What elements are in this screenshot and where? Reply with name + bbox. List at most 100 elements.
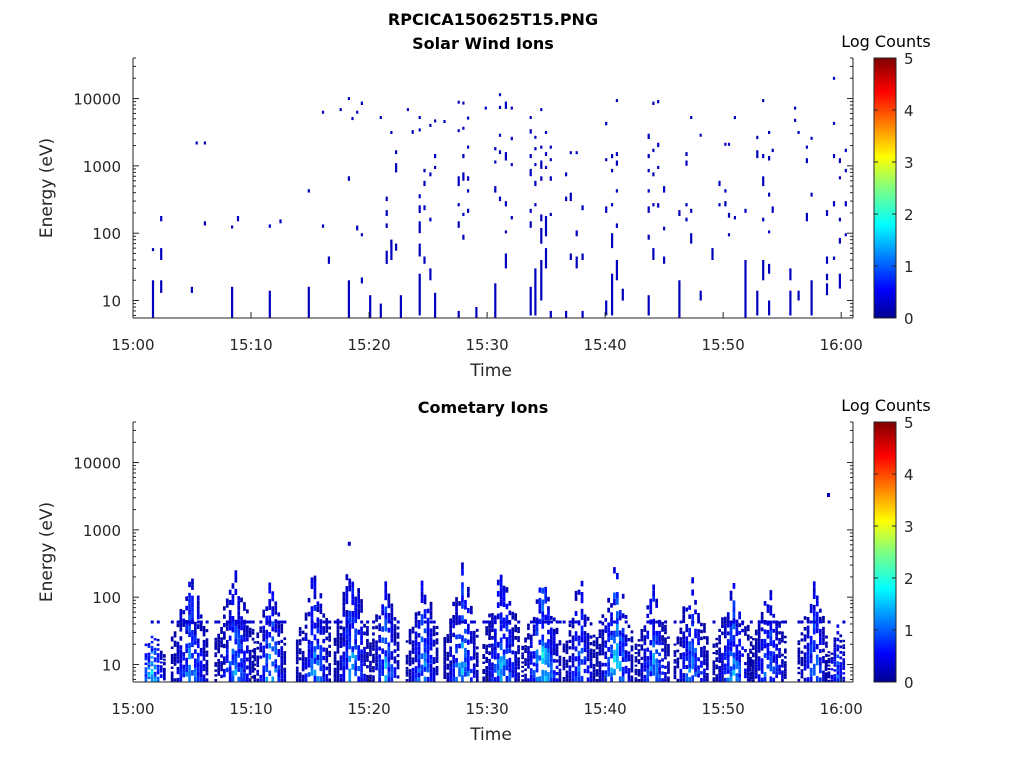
data-cell (205, 620, 209, 624)
data-cell (691, 675, 694, 682)
data-cell (769, 656, 773, 662)
data-cell (613, 668, 616, 676)
data-cell (676, 665, 680, 669)
data-cell (446, 675, 450, 679)
data-cell (322, 664, 326, 669)
data-cell (746, 653, 750, 657)
data-cell (643, 651, 647, 656)
data-cell (385, 250, 388, 264)
data-cell (378, 646, 381, 651)
data-cell (718, 180, 721, 187)
data-cell (319, 676, 323, 682)
data-cell (369, 670, 372, 673)
data-cell (784, 640, 787, 644)
data-cell (396, 675, 400, 679)
data-cell (435, 632, 439, 636)
data-cell (482, 646, 486, 649)
data-cell (574, 646, 578, 652)
data-cell (363, 631, 366, 636)
y-tick-label: 10000 (73, 455, 121, 473)
data-cell (150, 640, 154, 644)
data-cell (772, 666, 776, 671)
data-cell (673, 677, 677, 680)
x-tick-label: 16:00 (820, 336, 863, 354)
data-cell (150, 645, 154, 649)
data-cell (729, 671, 733, 677)
data-cell (806, 647, 810, 652)
data-cell (541, 611, 545, 618)
data-cell (375, 647, 378, 652)
data-cell (652, 596, 655, 602)
data-cell (256, 632, 260, 636)
data-cell (429, 654, 433, 660)
data-cell (690, 116, 693, 119)
data-cell (202, 629, 206, 633)
data-cell (499, 624, 503, 632)
data-cell (396, 626, 400, 630)
data-cell (581, 253, 584, 260)
data-cell (679, 640, 683, 644)
data-cell (163, 661, 166, 664)
data-cell (248, 665, 252, 669)
data-cell (502, 633, 506, 639)
data-cell (354, 633, 357, 639)
data-cell (384, 656, 388, 663)
data-cell (583, 668, 587, 674)
data-cell (726, 646, 730, 651)
data-cell (544, 216, 548, 237)
data-cell (778, 624, 781, 628)
data-cell (313, 587, 317, 594)
data-cell (586, 645, 590, 650)
data-cell (583, 620, 587, 624)
data-cell (328, 620, 332, 624)
data-cell (598, 620, 602, 624)
data-cell (691, 620, 695, 624)
data-cell (339, 620, 343, 624)
data-cell (384, 612, 388, 619)
data-cell (550, 662, 553, 667)
data-cell (472, 656, 476, 660)
data-cell (151, 280, 155, 318)
data-cell (333, 659, 337, 663)
data-cell (449, 667, 452, 671)
data-cell (488, 670, 491, 674)
data-cell (348, 668, 352, 675)
colorbar-tick-label: 5 (904, 414, 914, 432)
data-cell (363, 658, 366, 663)
data-cell (673, 670, 677, 673)
data-cell (262, 677, 266, 682)
data-cell (461, 588, 464, 596)
data-cell (234, 576, 238, 583)
data-cell (540, 108, 543, 112)
data-cell (604, 670, 608, 674)
data-cell (449, 635, 452, 640)
data-cell (685, 640, 689, 645)
data-cell (457, 203, 460, 207)
data-cell (443, 676, 447, 679)
data-cell (682, 606, 686, 611)
data-cell (809, 620, 813, 624)
data-cell (502, 665, 506, 671)
data-cell (452, 672, 455, 677)
data-cell (159, 674, 163, 677)
data-cell (646, 634, 650, 640)
data-cell (351, 581, 355, 588)
data-cell (809, 676, 813, 682)
data-cell (491, 673, 494, 678)
data-cell (225, 667, 229, 673)
data-cell (555, 665, 559, 669)
data-cell (781, 664, 784, 668)
data-cell (475, 678, 479, 682)
data-cell (274, 663, 278, 669)
data-cell (726, 658, 730, 663)
data-cell (569, 192, 572, 202)
data-cell (435, 653, 439, 657)
data-cell (387, 642, 391, 648)
data-cell (700, 660, 703, 665)
data-cell (715, 676, 719, 679)
data-cell (586, 653, 590, 658)
data-cell (627, 668, 631, 672)
data-cell (652, 148, 655, 153)
data-cell (194, 635, 197, 641)
data-cell (766, 651, 770, 656)
